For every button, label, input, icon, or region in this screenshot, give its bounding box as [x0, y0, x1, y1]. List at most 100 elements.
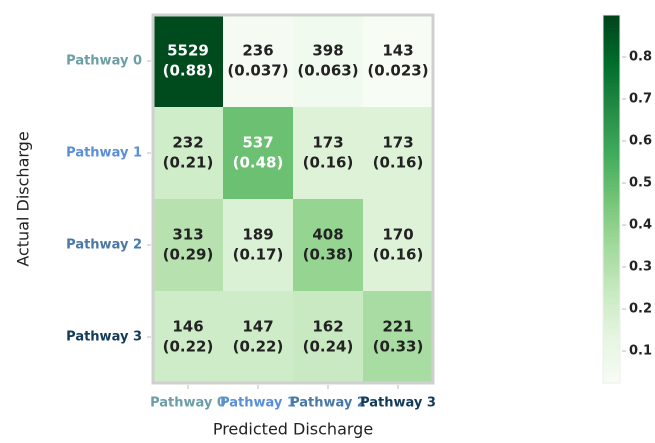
colorbar-strip [603, 337, 620, 341]
colorbar-strip [603, 186, 620, 191]
colorbar-strip [603, 110, 620, 114]
colorbar-strip [603, 269, 620, 274]
colorbar-tick-label: 0.4 [629, 218, 652, 233]
cell-value-label: (0.29) [163, 246, 214, 264]
y-tick-label: Pathway 0 [66, 54, 142, 69]
cell-count: 236 [242, 42, 273, 60]
colorbar-strip [603, 232, 620, 237]
cell-value-label: (0.023) [367, 62, 428, 80]
colorbar-strip [603, 146, 620, 151]
colorbar-strip [603, 284, 620, 289]
colorbar-strip [603, 183, 620, 188]
cell-value-label: (0.22) [163, 338, 214, 356]
colorbar-strip [603, 248, 620, 252]
colorbar-tick-label: 0.7 [629, 92, 652, 107]
x-tick-label: Pathway 0 [150, 396, 226, 411]
colorbar-strip [603, 358, 620, 363]
heatmap-cell [223, 107, 293, 199]
colorbar-border [602, 14, 621, 384]
colorbar-strip [603, 300, 620, 304]
colorbar-strip [603, 287, 620, 292]
colorbar-strip [603, 324, 620, 329]
heatmap-cell [153, 291, 223, 383]
colorbar-strip [603, 134, 620, 139]
colorbar-strip [603, 370, 620, 375]
colorbar-tick-label: 0.2 [629, 302, 652, 317]
colorbar-strip [603, 343, 620, 347]
colorbar-strip [603, 125, 620, 130]
cell-value-label: (0.16) [373, 246, 424, 264]
cell-count: 173 [382, 134, 413, 152]
colorbar-strip [603, 36, 620, 41]
colorbar-strip [603, 73, 620, 77]
colorbar-strip [603, 140, 620, 145]
colorbar-strip [603, 346, 620, 350]
cell-count: 5529 [167, 42, 209, 60]
colorbar-strip [603, 91, 620, 96]
cell-value-label: (0.38) [303, 246, 354, 264]
colorbar-strip [603, 223, 620, 228]
colorbar-strip [603, 327, 620, 332]
colorbar-strip [603, 379, 620, 384]
colorbar-strip [603, 128, 620, 133]
colorbar-strip [603, 168, 620, 172]
colorbar-strip [603, 57, 620, 62]
heatmap-cell [293, 199, 363, 291]
colorbar-strip [603, 113, 620, 117]
cell-count: 170 [382, 226, 413, 244]
colorbar-strip [603, 54, 620, 59]
x-tick-label: Pathway 3 [360, 396, 436, 411]
colorbar-strip [603, 272, 620, 277]
colorbar-strip [603, 226, 620, 231]
colorbar-strip [603, 257, 620, 261]
heatmap-cell [363, 291, 433, 383]
cell-count: 147 [242, 318, 273, 336]
y-tick-label: Pathway 2 [66, 238, 142, 253]
colorbar-strip [603, 235, 620, 240]
cell-count: 146 [172, 318, 203, 336]
colorbar-strip [603, 318, 620, 323]
colorbar-strip [603, 229, 620, 234]
colorbar-strip [603, 361, 620, 366]
colorbar-strip [603, 51, 620, 56]
colorbar-strip [603, 116, 620, 120]
cell-count: 173 [312, 134, 343, 152]
colorbar-strip [603, 94, 620, 99]
heatmap-cell [293, 291, 363, 383]
colorbar-strip [603, 251, 620, 255]
cell-value-label: (0.48) [233, 154, 284, 172]
colorbar-strip [603, 220, 620, 225]
y-tick-label: Pathway 3 [66, 330, 142, 345]
colorbar-strip [603, 349, 620, 353]
cell-value-label: (0.22) [233, 338, 284, 356]
colorbar-strip [603, 171, 620, 176]
colorbar-strip [603, 30, 620, 34]
colorbar-strip [603, 263, 620, 268]
colorbar-strip [603, 266, 620, 271]
colorbar-tick-label: 0.3 [629, 260, 652, 275]
heatmap-cell [153, 15, 223, 107]
colorbar-strip [603, 306, 620, 310]
colorbar-strip [603, 79, 620, 84]
x-axis-label: Predicted Discharge [213, 420, 373, 439]
colorbar-strip [603, 82, 620, 87]
colorbar-strip [603, 177, 620, 182]
colorbar-strip [603, 88, 620, 93]
colorbar-strip [603, 21, 620, 25]
colorbar-strip [603, 103, 620, 108]
heatmap-cell [153, 199, 223, 291]
colorbar-strip [603, 291, 620, 295]
cell-value-label: (0.33) [373, 338, 424, 356]
colorbar-strip [603, 214, 620, 218]
colorbar-strip [603, 205, 620, 209]
colorbar-strip [603, 312, 620, 317]
colorbar-strip [603, 149, 620, 154]
colorbar-strip [603, 373, 620, 378]
colorbar-strip [603, 180, 620, 185]
colorbar-strip [603, 309, 620, 314]
colorbar-strip [603, 245, 620, 249]
colorbar-strip [603, 24, 620, 28]
colorbar-strip [603, 340, 620, 344]
colorbar-strip [603, 199, 620, 203]
